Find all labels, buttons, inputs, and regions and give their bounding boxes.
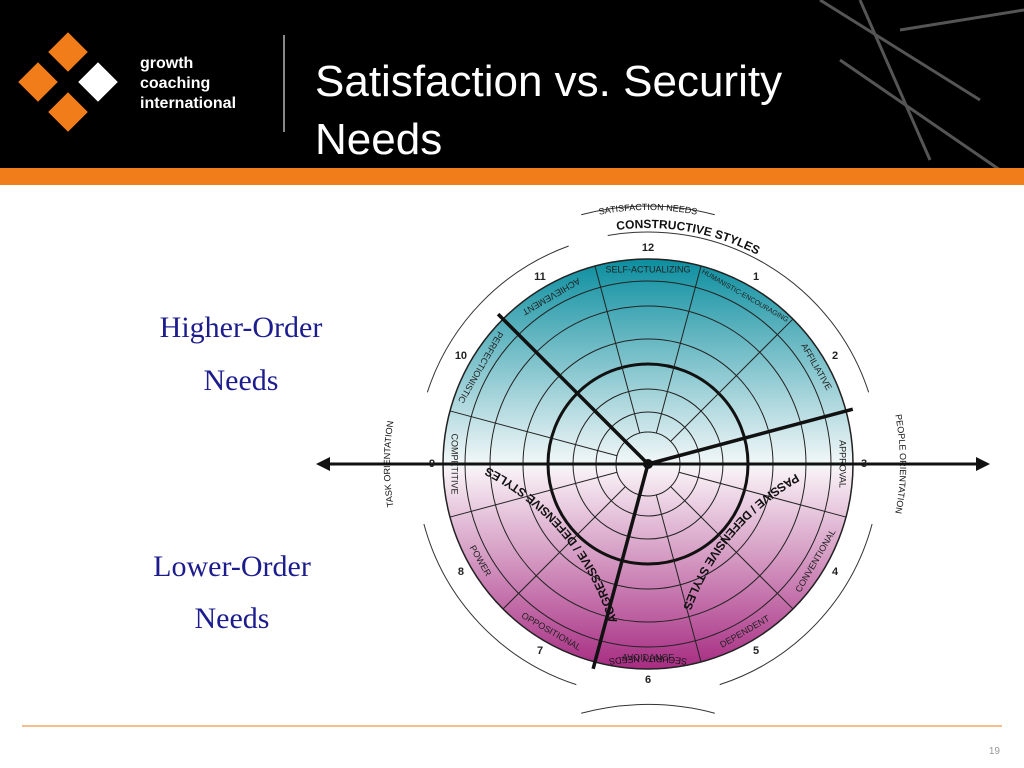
header-bar xyxy=(0,0,1024,170)
side-label: Needs xyxy=(195,602,270,635)
title: Needs xyxy=(315,115,442,164)
curved-label: SATISFACTION NEEDS xyxy=(598,202,698,217)
orange-bar xyxy=(0,168,1024,185)
curved-label-text: SECURITY NEEDS xyxy=(608,654,687,667)
segment-number: 6 xyxy=(645,674,651,686)
segment-number: 3 xyxy=(861,458,867,470)
spoke xyxy=(655,265,702,434)
spoke xyxy=(655,494,702,663)
outer-arc xyxy=(423,523,577,686)
logo-text: international xyxy=(140,95,236,112)
segment-name: SELF-ACTUALIZING xyxy=(605,264,690,274)
side-label: Needs xyxy=(204,364,279,397)
side-label: Higher-Order xyxy=(160,311,323,344)
spoke xyxy=(670,318,794,442)
segment-number: 7 xyxy=(537,645,543,657)
curved-label: SECURITY NEEDS xyxy=(608,654,687,667)
wheel: SELF-ACTUALIZING12HUMANISTIC-ENCOURAGING… xyxy=(316,202,990,714)
spoke xyxy=(594,265,641,434)
segment-number: 4 xyxy=(832,566,839,578)
page-number: 19 xyxy=(989,746,1001,757)
logo-text: coaching xyxy=(140,75,210,92)
side-label: Lower-Order xyxy=(153,550,311,583)
curved-label-text: SATISFACTION NEEDS xyxy=(598,202,698,217)
segment-name: AVOIDANCE xyxy=(622,652,674,662)
curved-label-text: PEOPLE ORIENTATION xyxy=(893,413,908,514)
outer-arc xyxy=(426,245,569,393)
spoke xyxy=(449,471,618,518)
decor-arrows xyxy=(819,0,1024,172)
needs-arc xyxy=(581,205,715,216)
segment-number: 9 xyxy=(429,458,435,470)
spoke xyxy=(449,410,618,457)
segment-number: 8 xyxy=(458,566,464,578)
spoke xyxy=(678,471,847,518)
divider-thick xyxy=(647,407,854,466)
divider-thick xyxy=(591,463,650,670)
segment-name: COMPETITIVE xyxy=(450,433,460,494)
segment-number: 11 xyxy=(534,271,546,283)
curved-label: PEOPLE ORIENTATION xyxy=(893,413,908,514)
spoke xyxy=(502,486,626,610)
segment-number: 5 xyxy=(753,645,759,657)
outer-arc xyxy=(607,231,870,393)
curved-label: TASK ORIENTATION xyxy=(382,420,396,508)
segment-number: 2 xyxy=(832,350,838,362)
title: Satisfaction vs. Security xyxy=(315,57,782,106)
segment-number: 1 xyxy=(753,271,759,283)
curved-label-text: TASK ORIENTATION xyxy=(382,420,396,508)
segment-number: 10 xyxy=(455,350,467,362)
outer-arc xyxy=(719,523,873,686)
segment-number: 12 xyxy=(642,242,654,254)
spoke xyxy=(670,486,794,610)
segment-name: APPROVAL xyxy=(838,440,848,488)
logo-text: growth xyxy=(140,55,193,72)
needs-arc xyxy=(581,703,715,714)
center-dot xyxy=(643,459,653,469)
divider-thick xyxy=(496,312,650,466)
